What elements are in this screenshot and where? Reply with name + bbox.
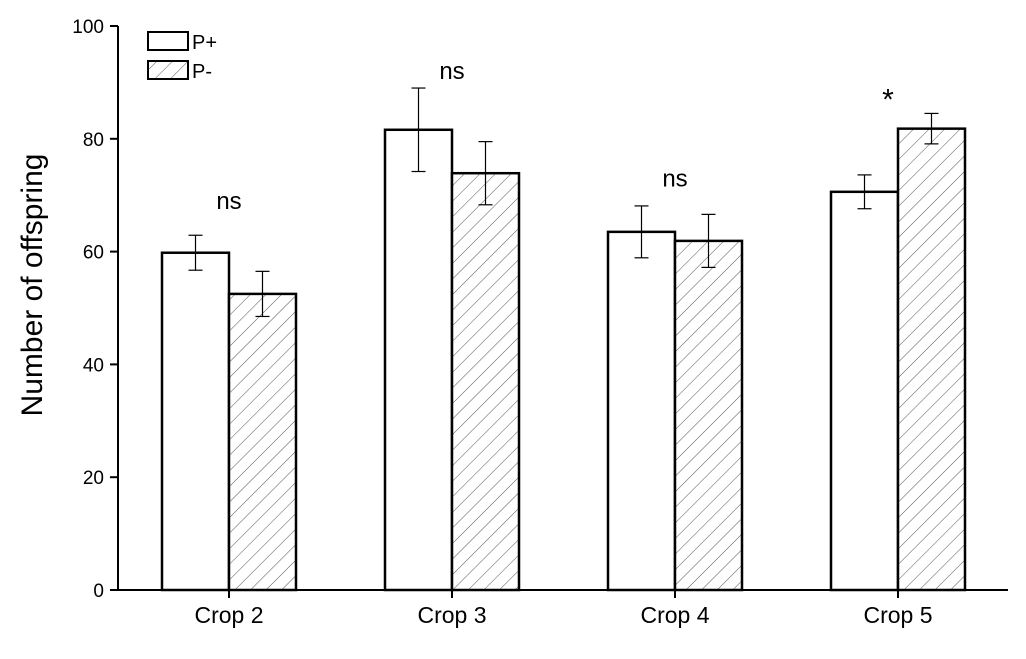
x-tick-label: Crop 2 — [194, 602, 263, 628]
axes — [117, 26, 1008, 591]
y-tick-label: 20 — [83, 468, 104, 489]
y-tick-label: 100 — [72, 17, 104, 38]
error-bar-P+-crop-2 — [188, 234, 203, 271]
bar-P+-crop-3 — [383, 128, 454, 592]
bar-P--crop-3 — [450, 171, 521, 592]
significance-annotation: ns — [216, 188, 241, 215]
legend-label: P- — [192, 61, 212, 83]
y-tick-label: 60 — [83, 243, 104, 264]
legend-entry-p-minus: P- — [147, 60, 212, 83]
legend-swatch — [147, 60, 189, 80]
y-axis-title: Number of offspring — [16, 154, 49, 417]
error-bar-P--crop-4 — [701, 213, 716, 268]
significance-annotation: ns — [662, 165, 687, 192]
bar-P+-crop-5 — [829, 190, 900, 592]
x-tick-label: Crop 3 — [417, 602, 486, 628]
x-tick-label: Crop 5 — [863, 602, 932, 628]
error-bar-P--crop-3 — [478, 141, 493, 206]
annotations-layer: ns ns ns * — [216, 58, 894, 215]
legend: P+ P- — [147, 31, 217, 83]
x-ticks: Crop 2 Crop 3 Crop 4 Crop 5 — [194, 590, 933, 628]
error-bar-P+-crop-3 — [411, 87, 426, 173]
y-tick-label: 80 — [83, 130, 104, 151]
error-bar-P--crop-5 — [924, 112, 939, 145]
x-tick-label: Crop 4 — [640, 602, 709, 628]
bar-P+-crop-2 — [160, 251, 231, 592]
error-bar-P--crop-2 — [255, 270, 270, 318]
legend-label: P+ — [192, 32, 217, 54]
bar-P--crop-2 — [227, 292, 298, 592]
bars-layer — [160, 127, 967, 592]
y-tick-label: 40 — [83, 355, 104, 376]
bar-P--crop-4 — [673, 239, 744, 592]
bar-P--crop-5 — [896, 127, 967, 592]
y-ticks: 0 20 40 60 80 100 — [72, 17, 118, 602]
significance-annotation: ns — [439, 58, 464, 85]
error-bar-P+-crop-4 — [634, 205, 649, 259]
legend-swatch — [147, 31, 189, 51]
bar-P+-crop-4 — [606, 230, 677, 592]
significance-annotation: * — [882, 84, 894, 117]
error-bar-P+-crop-5 — [857, 174, 872, 210]
y-tick-label: 0 — [93, 581, 104, 602]
error-bars-layer — [188, 87, 939, 318]
legend-entry-p-plus: P+ — [147, 31, 217, 54]
